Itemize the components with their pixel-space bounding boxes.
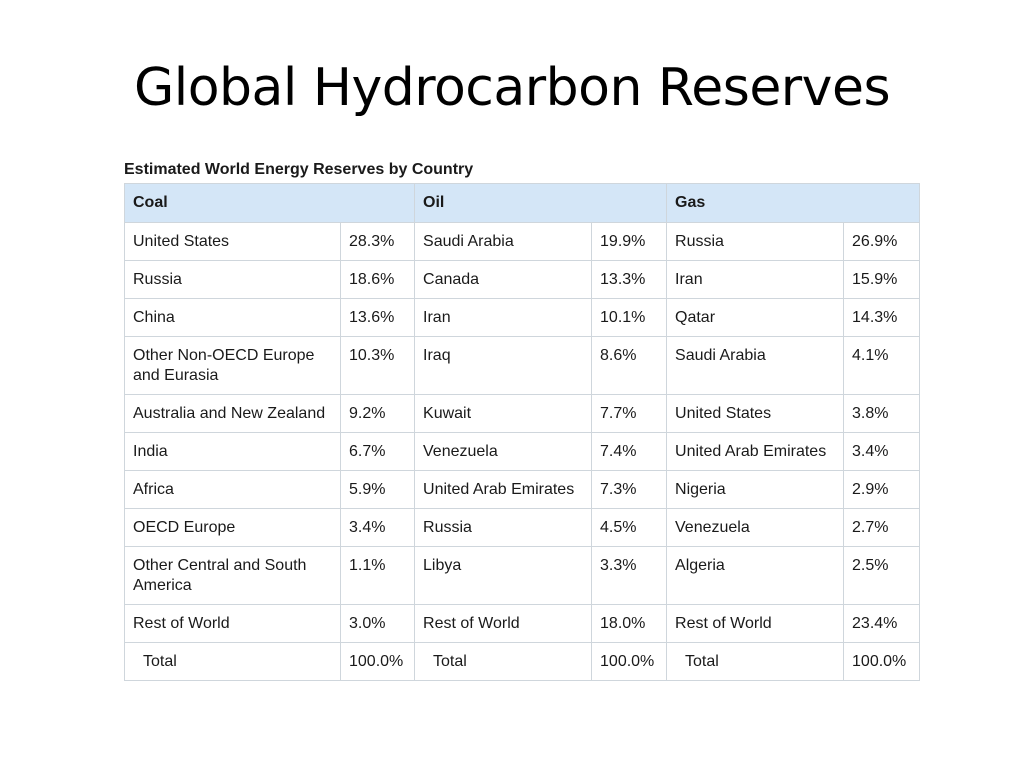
coal-share-cell: 10.3% bbox=[339, 336, 416, 395]
table-row: Africa 5.9% United Arab Emirates 7.3% Nigeri… bbox=[124, 470, 921, 509]
gas-country-cell: Iran bbox=[666, 260, 845, 299]
gas-share-cell: 4.1% bbox=[843, 336, 921, 395]
coal-country-cell: OECD Europe bbox=[124, 508, 341, 547]
coal-country-cell: Rest of World bbox=[124, 604, 341, 643]
oil-country-cell: Saudi Arabia bbox=[414, 222, 593, 261]
table-row: India 6.7% Venezuela 7.4% United Arab Emirat… bbox=[124, 432, 921, 471]
gas-share-cell: 3.4% bbox=[843, 432, 921, 471]
oil-share-cell: 7.7% bbox=[591, 394, 668, 433]
oil-country-cell: Russia bbox=[414, 508, 593, 547]
table-row: Australia and New Zealand 9.2% Kuwait 7.7% U… bbox=[124, 394, 921, 433]
gas-country-cell: Saudi Arabia bbox=[666, 336, 845, 395]
gas-share-cell: 14.3% bbox=[843, 298, 921, 337]
gas-country-cell: Venezuela bbox=[666, 508, 845, 547]
table-body: United States 28.3% Saudi Arabia 19.9% Russi… bbox=[124, 222, 921, 681]
oil-share-cell: 18.0% bbox=[591, 604, 668, 643]
gas-country-cell: Algeria bbox=[666, 546, 845, 605]
table-row: Other Central and South America 1.1% Libya… bbox=[124, 546, 921, 605]
reserves-table: Coal Oil Gas United States 28.3% Saudi Ara… bbox=[123, 183, 921, 681]
table-caption: Estimated World Energy Reserves by Count… bbox=[124, 161, 474, 178]
coal-country-cell: Other Non-OECD Europe and Eurasia bbox=[124, 336, 341, 395]
coal-country-cell: Russia bbox=[124, 260, 341, 299]
oil-country-cell: Kuwait bbox=[414, 394, 593, 433]
oil-country-cell: Iran bbox=[414, 298, 593, 337]
coal-share-cell: 100.0% bbox=[339, 642, 416, 681]
column-header-gas: Gas bbox=[666, 183, 921, 223]
oil-country-cell: Total bbox=[414, 642, 593, 681]
coal-country-cell: Africa bbox=[124, 470, 341, 509]
coal-share-cell: 13.6% bbox=[339, 298, 416, 337]
table-row: Rest of World 3.0% Rest of World 18.0% Rest … bbox=[124, 604, 921, 643]
table-row: Other Non-OECD Europe and Eurasia 10.3% Ir… bbox=[124, 336, 921, 395]
coal-share-cell: 9.2% bbox=[339, 394, 416, 433]
oil-country-cell: Rest of World bbox=[414, 604, 593, 643]
table-row: OECD Europe 3.4% Russia 4.5% Venezuela 2.7% bbox=[124, 508, 921, 547]
coal-country-cell: Total bbox=[124, 642, 341, 681]
oil-country-cell: Venezuela bbox=[414, 432, 593, 471]
coal-share-cell: 1.1% bbox=[339, 546, 416, 605]
table-row: China 13.6% Iran 10.1% Qatar 14.3% bbox=[124, 298, 921, 337]
coal-share-cell: 6.7% bbox=[339, 432, 416, 471]
table-row: Total 100.0% Total 100.0% Total 100.0% bbox=[124, 642, 921, 681]
gas-country-cell: Total bbox=[666, 642, 845, 681]
oil-share-cell: 7.3% bbox=[591, 470, 668, 509]
oil-share-cell: 4.5% bbox=[591, 508, 668, 547]
slide-title: Global Hydrocarbon Reserves bbox=[133, 58, 891, 118]
gas-share-cell: 2.5% bbox=[843, 546, 921, 605]
coal-share-cell: 5.9% bbox=[339, 470, 416, 509]
coal-country-cell: China bbox=[124, 298, 341, 337]
coal-share-cell: 3.4% bbox=[339, 508, 416, 547]
gas-country-cell: Nigeria bbox=[666, 470, 845, 509]
oil-share-cell: 100.0% bbox=[591, 642, 668, 681]
oil-share-cell: 13.3% bbox=[591, 260, 668, 299]
gas-country-cell: Russia bbox=[666, 222, 845, 261]
gas-country-cell: Qatar bbox=[666, 298, 845, 337]
gas-share-cell: 2.9% bbox=[843, 470, 921, 509]
gas-share-cell: 2.7% bbox=[843, 508, 921, 547]
oil-country-cell: Libya bbox=[414, 546, 593, 605]
table-header-row: Coal Oil Gas bbox=[123, 183, 921, 223]
gas-country-cell: United Arab Emirates bbox=[666, 432, 845, 471]
oil-country-cell: Canada bbox=[414, 260, 593, 299]
coal-country-cell: India bbox=[124, 432, 341, 471]
gas-share-cell: 15.9% bbox=[843, 260, 921, 299]
coal-country-cell: Other Central and South America bbox=[124, 546, 341, 605]
gas-share-cell: 23.4% bbox=[843, 604, 921, 643]
oil-share-cell: 8.6% bbox=[591, 336, 668, 395]
table-row: United States 28.3% Saudi Arabia 19.9% Russi… bbox=[124, 222, 921, 261]
coal-country-cell: Australia and New Zealand bbox=[124, 394, 341, 433]
table-row: Russia 18.6% Canada 13.3% Iran 15.9% bbox=[124, 260, 921, 299]
oil-share-cell: 19.9% bbox=[591, 222, 668, 261]
oil-country-cell: Iraq bbox=[414, 336, 593, 395]
gas-share-cell: 26.9% bbox=[843, 222, 921, 261]
column-header-oil: Oil bbox=[414, 183, 668, 223]
coal-share-cell: 18.6% bbox=[339, 260, 416, 299]
oil-share-cell: 10.1% bbox=[591, 298, 668, 337]
oil-country-cell: United Arab Emirates bbox=[414, 470, 593, 509]
oil-share-cell: 3.3% bbox=[591, 546, 668, 605]
gas-country-cell: United States bbox=[666, 394, 845, 433]
column-header-coal: Coal bbox=[123, 183, 416, 223]
coal-share-cell: 28.3% bbox=[339, 222, 416, 261]
coal-share-cell: 3.0% bbox=[339, 604, 416, 643]
gas-share-cell: 3.8% bbox=[843, 394, 921, 433]
oil-share-cell: 7.4% bbox=[591, 432, 668, 471]
coal-country-cell: United States bbox=[124, 222, 341, 261]
gas-share-cell: 100.0% bbox=[843, 642, 921, 681]
gas-country-cell: Rest of World bbox=[666, 604, 845, 643]
